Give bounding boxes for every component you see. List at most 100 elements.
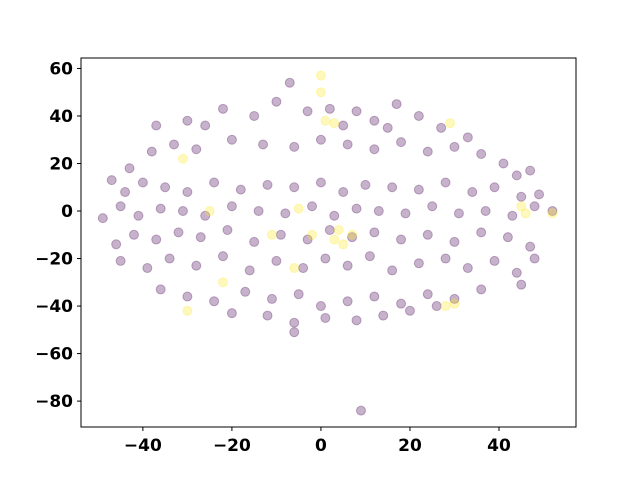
point <box>476 284 487 295</box>
point <box>511 170 522 181</box>
point <box>453 208 464 219</box>
point <box>302 234 313 245</box>
point <box>320 253 331 264</box>
point <box>155 203 166 214</box>
point <box>364 251 375 262</box>
point <box>315 177 326 188</box>
y-tick-label: −80 <box>35 392 73 412</box>
y-tick-label: −60 <box>35 345 73 365</box>
point <box>289 263 300 274</box>
point <box>462 132 473 143</box>
point <box>235 184 246 195</box>
point <box>342 260 353 271</box>
point <box>391 99 402 110</box>
point <box>445 118 456 129</box>
point <box>413 258 424 269</box>
point <box>422 146 433 157</box>
point <box>516 201 527 212</box>
plot-frame <box>80 57 577 428</box>
point <box>106 175 117 186</box>
point <box>338 187 349 198</box>
point <box>164 253 175 264</box>
point <box>209 177 220 188</box>
point <box>378 310 389 321</box>
point <box>151 120 162 131</box>
point <box>249 236 260 247</box>
point <box>271 96 282 107</box>
point <box>511 267 522 278</box>
x-tick-label: −40 <box>124 436 162 456</box>
point <box>151 234 162 245</box>
point <box>547 206 558 217</box>
point <box>97 213 108 224</box>
point <box>258 139 269 150</box>
point <box>396 298 407 309</box>
point <box>324 103 335 114</box>
point <box>449 236 460 247</box>
point <box>480 206 491 217</box>
point <box>351 315 362 326</box>
point <box>315 134 326 145</box>
point <box>324 225 335 236</box>
point <box>142 263 153 274</box>
point <box>440 177 451 188</box>
point <box>177 153 188 164</box>
point <box>120 187 131 198</box>
point <box>146 146 157 157</box>
point <box>124 163 135 174</box>
point <box>476 148 487 159</box>
point <box>449 141 460 152</box>
point <box>289 182 300 193</box>
point <box>347 229 358 240</box>
point <box>262 310 273 321</box>
point <box>177 206 188 217</box>
point <box>502 232 513 243</box>
point <box>302 106 313 117</box>
point <box>200 210 211 221</box>
point <box>155 284 166 295</box>
point <box>115 255 126 266</box>
point <box>133 210 144 221</box>
point <box>351 203 362 214</box>
y-tick-label: 60 <box>49 59 73 79</box>
point <box>307 229 318 240</box>
x-tick-label: 40 <box>487 436 511 456</box>
point <box>342 296 353 307</box>
point <box>467 187 478 198</box>
point <box>520 208 531 219</box>
point <box>218 103 229 114</box>
point <box>173 227 184 238</box>
point <box>222 225 233 236</box>
point <box>387 265 398 276</box>
point <box>396 137 407 148</box>
point <box>191 260 202 271</box>
point <box>516 191 527 202</box>
point <box>209 296 220 307</box>
point <box>333 225 344 236</box>
point <box>307 201 318 212</box>
point <box>262 179 273 190</box>
point <box>249 110 260 121</box>
point <box>160 182 171 193</box>
point <box>169 139 180 150</box>
point <box>289 141 300 152</box>
point <box>400 208 411 219</box>
point <box>369 115 380 126</box>
point <box>529 253 540 264</box>
point <box>280 208 291 219</box>
point <box>525 241 536 252</box>
point <box>422 229 433 240</box>
point <box>289 317 300 328</box>
point <box>338 120 349 131</box>
point <box>369 144 380 155</box>
x-tick-label: 0 <box>315 436 327 456</box>
point <box>182 115 193 126</box>
point <box>266 229 277 240</box>
point <box>115 201 126 212</box>
point <box>182 187 193 198</box>
point <box>218 251 229 262</box>
x-tick-label: 20 <box>398 436 422 456</box>
point <box>226 134 237 145</box>
point <box>489 255 500 266</box>
